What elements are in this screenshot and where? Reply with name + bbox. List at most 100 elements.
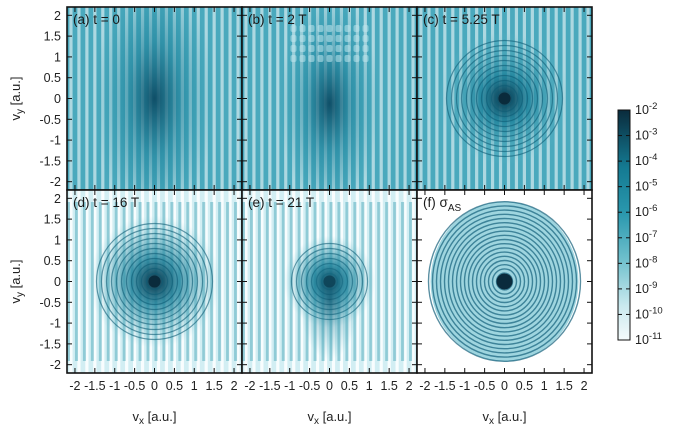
- interference-cell: [326, 55, 333, 62]
- x-tick-label: -1: [284, 379, 295, 393]
- panel-label: (e) t = 21 T: [248, 195, 314, 210]
- x-tick-label: 0.5: [166, 379, 183, 393]
- x-tick-label: 0: [501, 379, 508, 393]
- center-core: [148, 275, 161, 288]
- panel-label: (d) t = 16 T: [73, 195, 139, 210]
- fringe-stripe: [395, 190, 399, 373]
- ring: [460, 54, 549, 143]
- ring: [125, 252, 184, 311]
- colorbar-tick-label: 10-9: [635, 280, 657, 296]
- fringe-stripe: [228, 7, 232, 190]
- fringe-band: [273, 202, 277, 361]
- fringe-stripe: [403, 190, 407, 373]
- fringe-stripe: [85, 190, 89, 373]
- fringe-band: [226, 202, 230, 361]
- interference-cell: [344, 35, 351, 42]
- panel-label: (a) t = 0: [73, 12, 120, 27]
- panel-c: (c) t = 5.25 T: [416, 6, 593, 191]
- fringe-band: [377, 202, 381, 361]
- x-tick-label: -0.5: [124, 379, 146, 393]
- interference-cell: [290, 25, 297, 32]
- x-tick-label: 1.5: [205, 379, 222, 393]
- ring: [467, 242, 542, 320]
- ring: [110, 237, 199, 326]
- ring: [439, 213, 570, 350]
- interference-cell: [308, 45, 315, 52]
- x-tick-label: -2: [419, 379, 430, 393]
- interference-cell: [353, 25, 360, 32]
- interference-cell: [308, 25, 315, 32]
- ring: [451, 226, 558, 337]
- x-tick-label: 1: [541, 379, 548, 393]
- ring: [130, 257, 179, 306]
- colorbar-scale: [617, 109, 631, 341]
- fringe-band: [74, 202, 78, 361]
- interference-cell: [353, 55, 360, 62]
- ring: [450, 44, 559, 153]
- x-tick-label: 1: [366, 379, 373, 393]
- interference-cell: [299, 45, 306, 52]
- interference-cell: [317, 55, 324, 62]
- colorbar-tick-label: 10-7: [635, 229, 657, 245]
- x-tick-label: 1.5: [380, 379, 397, 393]
- y-tick-label: -2: [50, 358, 61, 372]
- interference-cell: [308, 35, 315, 42]
- interference-cell: [335, 55, 342, 62]
- ring: [480, 74, 529, 123]
- interference-cell: [335, 25, 342, 32]
- interference-cell: [344, 55, 351, 62]
- y-tick-label: 1.5: [44, 213, 61, 227]
- ring: [463, 238, 546, 325]
- ring: [487, 264, 522, 300]
- fringe-band: [257, 202, 261, 361]
- fringe-stripe: [276, 7, 280, 190]
- x-tick-label: -0.5: [299, 379, 321, 393]
- interference-cell: [344, 25, 351, 32]
- y-tick-label: -1.5: [39, 337, 61, 351]
- interference-cell: [362, 55, 369, 62]
- fringe-band: [281, 202, 285, 361]
- fringe-band: [393, 202, 397, 361]
- interference-cell: [362, 35, 369, 42]
- x-tick-label: 1: [191, 379, 198, 393]
- center-core: [498, 92, 511, 105]
- interference-cell: [299, 35, 306, 42]
- interference-cell: [344, 45, 351, 52]
- fringe-stripe: [85, 7, 89, 190]
- y-tick-label: -1: [50, 317, 61, 331]
- colorbar-tick-label: 10-10: [635, 305, 663, 321]
- interference-cell: [317, 35, 324, 42]
- fringe-band: [234, 202, 238, 361]
- y-tick-label: 1.5: [44, 30, 61, 44]
- ring: [483, 259, 526, 304]
- fringe-stripe: [395, 7, 399, 190]
- panel-label: (b) t = 2 T: [248, 12, 307, 27]
- ring: [495, 89, 514, 108]
- y-tick-label: 0: [54, 275, 61, 289]
- x-tick-label: 0.5: [341, 379, 358, 393]
- interference-cell: [335, 35, 342, 42]
- panel-f: (f) σAS-2 -1.5 -1 -0.5 0 0.5 1 1.5 2: [416, 189, 593, 393]
- interference-cell: [326, 25, 333, 32]
- x-axis-label: vx [a.u.]: [482, 409, 526, 427]
- ring: [490, 84, 519, 113]
- wavepacket: [94, 7, 215, 190]
- x-tick-label: -1: [109, 379, 120, 393]
- ring: [455, 230, 554, 333]
- wavepacket: [299, 239, 360, 360]
- ring: [479, 255, 530, 308]
- fringe-stripe: [268, 190, 272, 373]
- ring: [431, 205, 578, 358]
- colorbar-tick-label: 10-3: [635, 127, 657, 143]
- colorbar: 10-2 10-3 10-4 10-5 10-6 10-7 10-8 10-9 10-10 10-…: [617, 101, 663, 347]
- ring: [120, 247, 189, 316]
- y-tick-label: 1: [54, 233, 61, 247]
- fringe-band: [249, 202, 253, 361]
- y-tick-label: 2: [54, 9, 61, 23]
- interference-cell: [317, 45, 324, 52]
- interference-cell: [362, 25, 369, 32]
- interference-cell: [326, 45, 333, 52]
- ring: [465, 59, 544, 138]
- ring: [445, 39, 564, 158]
